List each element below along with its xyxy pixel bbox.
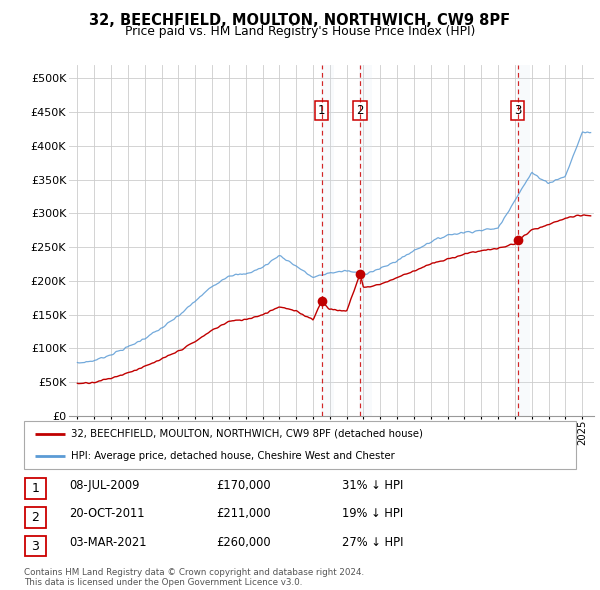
Text: 1: 1 xyxy=(318,104,325,117)
Text: 08-JUL-2009: 08-JUL-2009 xyxy=(69,478,139,491)
Text: 3: 3 xyxy=(514,104,521,117)
Text: 20-OCT-2011: 20-OCT-2011 xyxy=(69,507,145,520)
Text: 3: 3 xyxy=(31,540,40,553)
Text: Contains HM Land Registry data © Crown copyright and database right 2024.
This d: Contains HM Land Registry data © Crown c… xyxy=(24,568,364,587)
Text: 1: 1 xyxy=(31,482,40,495)
Text: 27% ↓ HPI: 27% ↓ HPI xyxy=(342,536,403,549)
Text: HPI: Average price, detached house, Cheshire West and Chester: HPI: Average price, detached house, Ches… xyxy=(71,451,395,461)
Text: Price paid vs. HM Land Registry's House Price Index (HPI): Price paid vs. HM Land Registry's House … xyxy=(125,25,475,38)
Text: 19% ↓ HPI: 19% ↓ HPI xyxy=(342,507,403,520)
Text: £170,000: £170,000 xyxy=(216,478,271,491)
Text: 31% ↓ HPI: 31% ↓ HPI xyxy=(342,478,403,491)
Bar xyxy=(321,65,334,416)
Text: 03-MAR-2021: 03-MAR-2021 xyxy=(69,536,146,549)
Text: £211,000: £211,000 xyxy=(216,507,271,520)
Text: 32, BEECHFIELD, MOULTON, NORTHWICH, CW9 8PF (detached house): 32, BEECHFIELD, MOULTON, NORTHWICH, CW9 … xyxy=(71,429,423,439)
Bar xyxy=(517,65,530,416)
Text: £260,000: £260,000 xyxy=(216,536,271,549)
Bar xyxy=(359,65,372,416)
Text: 2: 2 xyxy=(356,104,364,117)
Text: 2: 2 xyxy=(31,511,40,524)
Text: 32, BEECHFIELD, MOULTON, NORTHWICH, CW9 8PF: 32, BEECHFIELD, MOULTON, NORTHWICH, CW9 … xyxy=(89,13,511,28)
